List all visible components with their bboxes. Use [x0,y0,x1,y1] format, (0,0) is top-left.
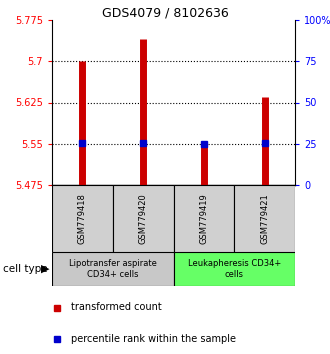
Bar [52,185,113,252]
Text: GSM779418: GSM779418 [78,193,87,244]
Text: GSM779421: GSM779421 [260,193,269,244]
Text: cell type: cell type [3,264,48,274]
Text: transformed count: transformed count [71,303,162,313]
Text: Lipotransfer aspirate
CD34+ cells: Lipotransfer aspirate CD34+ cells [69,259,157,279]
Bar [174,185,234,252]
Bar [174,252,295,286]
Text: percentile rank within the sample: percentile rank within the sample [71,333,236,343]
Text: ▶: ▶ [41,264,50,274]
Bar [52,252,174,286]
Text: GDS4079 / 8102636: GDS4079 / 8102636 [102,6,228,19]
Text: GSM779419: GSM779419 [199,193,208,244]
Text: GSM779420: GSM779420 [139,193,148,244]
Bar [234,185,295,252]
Text: Leukapheresis CD34+
cells: Leukapheresis CD34+ cells [188,259,281,279]
Bar [113,185,174,252]
